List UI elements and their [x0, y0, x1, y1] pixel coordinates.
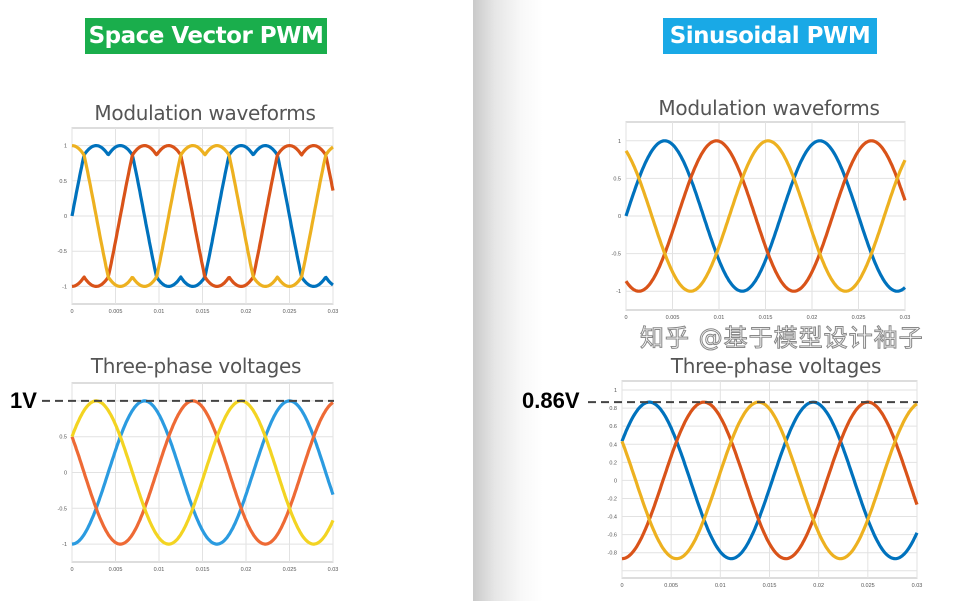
y-tick-label: 0.5 [59, 179, 67, 185]
reference-label-0-86v: 0.86V [522, 388, 580, 413]
y-tick-label: -0.5 [58, 249, 67, 255]
x-tick-label: 0.03 [912, 583, 923, 589]
x-tick-label: 0.025 [852, 315, 866, 321]
x-tick-label: 0.01 [714, 315, 725, 321]
x-tick-label: 0.025 [861, 583, 875, 589]
x-tick-label: 0.025 [283, 567, 297, 573]
x-tick-label: 0 [624, 315, 627, 321]
y-tick-label: -0.5 [58, 506, 67, 512]
y-tick-label: 0.5 [59, 435, 67, 441]
x-tick-label: 0.01 [154, 567, 165, 573]
sinusoidal-pwm-banner: Sinusoidal PWM [663, 18, 877, 54]
x-tick-label: 0.005 [666, 315, 680, 321]
chart-title-svpwm-voltages: Three-phase voltages [90, 354, 302, 378]
series-line-3 [624, 139, 907, 293]
y-tick-label: 0.5 [613, 176, 621, 182]
x-tick-label: 0.01 [154, 309, 165, 315]
x-tick-label: 0.015 [763, 583, 777, 589]
y-tick-label: -0.5 [612, 252, 621, 258]
y-tick-label: -1 [62, 542, 67, 548]
chart-title-spwm-modulation: Modulation waveforms [658, 96, 880, 120]
series-line-1 [70, 144, 334, 288]
x-tick-label: 0 [70, 567, 73, 573]
x-tick-label: 0.01 [715, 583, 726, 589]
y-tick-label: 0 [64, 214, 67, 220]
y-tick-label: -0.2 [608, 496, 617, 502]
chart-title-svpwm-modulation: Modulation waveforms [94, 101, 316, 125]
x-tick-label: 0.02 [807, 315, 818, 321]
x-tick-label: 0.015 [196, 567, 210, 573]
series-line-2 [71, 144, 335, 288]
x-tick-label: 0.005 [109, 567, 123, 573]
y-tick-label: 1 [64, 144, 67, 150]
series-line-3 [620, 400, 918, 561]
series-line-3 [70, 399, 335, 546]
y-tick-label: 0 [64, 471, 67, 477]
y-tick-label: 1 [614, 388, 617, 394]
x-tick-label: 0.03 [900, 315, 911, 321]
y-tick-label: 0.2 [609, 460, 617, 466]
x-tick-label: 0.03 [328, 567, 339, 573]
series-line-3 [71, 144, 334, 288]
watermark: 知乎 @基于模型设计袖子 [640, 324, 924, 352]
y-tick-label: -0.4 [608, 515, 617, 521]
series-line-1 [624, 139, 907, 293]
y-tick-label: -0.8 [608, 551, 617, 557]
x-tick-label: 0.02 [241, 309, 252, 315]
y-tick-label: -0.6 [608, 533, 617, 539]
space-vector-pwm-banner: Space Vector PWM [85, 18, 327, 54]
reference-label-1v: 1V [10, 388, 37, 413]
chart-title-spwm-voltages: Three-phase voltages [670, 354, 882, 378]
x-tick-label: 0.015 [196, 309, 210, 315]
y-tick-label: 1 [618, 139, 621, 145]
y-tick-label: 0.4 [609, 442, 617, 448]
x-tick-label: 0.02 [813, 583, 824, 589]
series-line-2 [624, 139, 907, 293]
y-tick-label: 0 [614, 478, 617, 484]
y-tick-label: -1 [616, 289, 621, 295]
x-tick-label: 0 [70, 309, 73, 315]
x-tick-label: 0.005 [109, 309, 123, 315]
x-tick-label: 0.02 [241, 567, 252, 573]
x-tick-label: 0.015 [759, 315, 773, 321]
x-tick-label: 0.025 [283, 309, 297, 315]
y-tick-label: 0.6 [609, 424, 617, 430]
y-tick-label: 0 [618, 214, 621, 220]
x-tick-label: 0.005 [664, 583, 678, 589]
y-tick-label: -1 [62, 284, 67, 290]
x-tick-label: 0.03 [328, 309, 339, 315]
y-tick-label: 0.8 [609, 406, 617, 412]
x-tick-label: 0 [620, 583, 623, 589]
